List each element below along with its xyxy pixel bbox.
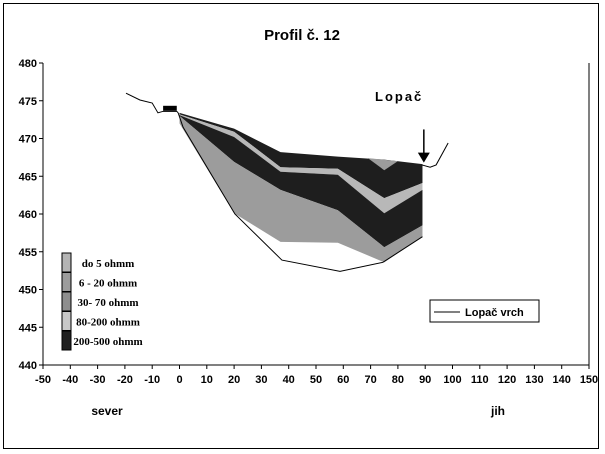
legend-swatch [61,252,72,273]
x-tick-label: 60 [337,374,349,386]
x-tick-label: 30 [255,374,267,386]
series-legend: Lopač vrch [429,299,540,323]
series-legend-label: Lopač vrch [465,307,524,319]
y-tick-label: 440 [19,360,37,372]
series-line-0 [125,92,423,272]
x-tick-label: -30 [90,374,106,386]
legend-label: 200-500 ohmm [73,336,142,348]
y-tick-label: 475 [19,96,37,108]
y-tick-label: 460 [19,209,37,221]
x-tick-label: 110 [471,374,489,386]
xlabel-sever: sever [91,404,123,418]
y-tick-label: 480 [19,58,37,70]
resistivity-layer-top-triangle [367,158,398,171]
legend-label: do 5 ohmm [82,258,135,270]
x-tick-label: -40 [62,374,78,386]
legend-swatch [61,330,72,351]
y-tick-label: 445 [19,322,37,334]
x-tick-label: 90 [419,374,431,386]
x-tick-label: 10 [201,374,213,386]
y-tick-label: 450 [19,285,37,297]
x-tick-label: 120 [498,374,516,386]
borehole-marker [163,105,177,111]
x-tick-label: 70 [364,374,376,386]
x-tick-label: 80 [392,374,404,386]
x-tick-label: 20 [228,374,240,386]
chart-frame [3,3,599,449]
y-tick-label: 470 [19,134,37,146]
annotation-lopac: Lopač [375,89,423,104]
series-line-1 [421,142,449,168]
x-tick-label: 50 [310,374,322,386]
arrow-down-icon [417,152,430,163]
resistivity-layer-2 [179,115,423,248]
x-tick-label: 40 [283,374,295,386]
legend-swatch [61,291,72,312]
x-tick-label: -20 [117,374,133,386]
resistivity-layer-0 [179,112,423,199]
legend-swatch [61,311,72,331]
x-tick-label: 130 [525,374,543,386]
y-tick-label: 455 [19,247,37,259]
legend-label: 30- 70 ohmm [77,297,138,309]
layer-legend: do 5 ohmm 6 - 20 ohmm 30- 70 ohmm 80-200 oh… [61,252,143,351]
resistivity-layer-1 [179,114,423,214]
chart-title: Profil č. 12 [264,27,340,44]
resistivity-layer-3 [179,115,423,263]
x-tick-label: -10 [144,374,160,386]
x-tick-label: 0 [176,374,182,386]
x-tick-label: 150 [580,374,598,386]
x-tick-label: -50 [35,374,51,386]
x-tick-label: 140 [553,374,571,386]
legend-swatch [61,272,72,292]
xlabel-jih: jih [490,404,505,418]
x-tick-label: 100 [443,374,461,386]
series-legend-box [429,299,540,323]
y-tick-label: 465 [19,171,37,183]
legend-label: 80-200 ohmm [76,317,140,329]
legend-label: 6 - 20 ohmm [79,278,137,290]
